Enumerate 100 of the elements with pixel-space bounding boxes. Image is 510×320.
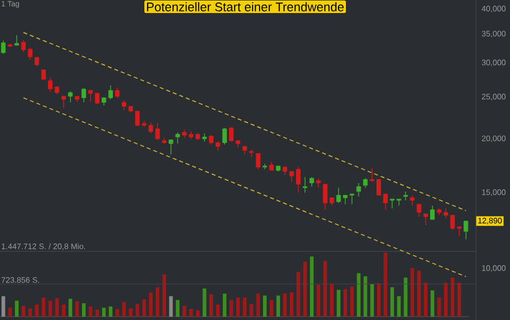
candlestick	[175, 132, 180, 144]
candlestick	[356, 182, 361, 197]
bar	[149, 292, 153, 317]
bar	[384, 252, 388, 317]
candlestick	[444, 208, 448, 218]
bar	[370, 284, 374, 317]
bar	[128, 308, 133, 317]
bar	[182, 306, 186, 317]
bar	[35, 304, 39, 317]
candlestick	[423, 213, 428, 226]
bar	[437, 297, 441, 317]
bar	[2, 296, 6, 317]
candlestick	[302, 176, 308, 194]
candlestick	[396, 198, 402, 206]
bar	[410, 268, 414, 317]
bar	[28, 308, 32, 317]
bar	[336, 290, 340, 317]
bar	[75, 301, 79, 317]
candlestick	[296, 166, 301, 194]
bar	[350, 286, 354, 317]
candlestick	[322, 184, 328, 210]
bar	[189, 309, 193, 317]
bar	[68, 298, 72, 317]
bar	[62, 304, 66, 317]
bar	[169, 296, 173, 317]
bar	[88, 306, 92, 317]
candlestick	[68, 90, 73, 103]
candlestick	[229, 126, 234, 142]
bar	[404, 278, 408, 317]
candlestick	[208, 134, 214, 145]
bar	[330, 284, 334, 317]
candlestick	[1, 40, 6, 54]
candlestick	[410, 194, 415, 206]
bar	[95, 310, 100, 317]
bar	[290, 292, 294, 317]
bar	[296, 272, 300, 317]
candlestick	[350, 194, 354, 205]
candlestick	[416, 204, 422, 218]
bar	[310, 256, 314, 317]
bar	[397, 296, 401, 317]
candlestick	[256, 153, 260, 170]
bar	[450, 278, 454, 317]
bar	[108, 306, 112, 317]
candlestick	[28, 48, 32, 60]
bar	[444, 282, 448, 317]
bar	[48, 300, 52, 317]
bar	[316, 284, 320, 317]
bar	[323, 260, 327, 317]
candlestick	[383, 194, 388, 210]
bar	[162, 274, 166, 317]
bar	[196, 310, 200, 317]
candlestick	[108, 85, 113, 100]
candlestick	[122, 100, 126, 111]
bar	[8, 308, 12, 317]
candlestick	[450, 214, 455, 230]
bar	[457, 282, 462, 317]
chart-title: Potenzieller Start einer Trendwende	[147, 2, 344, 12]
bar	[376, 283, 381, 317]
candlestick	[430, 205, 435, 220]
candlestick	[336, 187, 341, 204]
bar	[216, 304, 220, 317]
bar	[250, 304, 254, 317]
candlestick	[309, 176, 314, 187]
bar	[116, 309, 120, 317]
bar	[283, 294, 287, 317]
bar	[102, 308, 106, 317]
bar	[364, 276, 368, 317]
bar	[242, 297, 247, 317]
candlestick	[390, 198, 394, 209]
candlestick	[135, 110, 140, 127]
candlestick	[222, 128, 227, 145]
bar	[356, 273, 360, 317]
candlestick	[363, 178, 368, 188]
candlestick	[94, 92, 100, 104]
candlestick	[88, 89, 93, 102]
candlestick	[456, 226, 462, 236]
bar	[390, 287, 394, 317]
bar	[263, 296, 267, 317]
bar	[122, 302, 126, 317]
candlestick	[155, 122, 160, 140]
bar	[276, 296, 280, 317]
bar	[55, 298, 59, 317]
bar	[82, 303, 86, 317]
bar	[136, 304, 140, 317]
candlestick	[148, 122, 154, 134]
candlestick	[61, 95, 66, 108]
candlestick	[376, 179, 382, 196]
bar	[430, 290, 434, 317]
bar	[343, 289, 348, 317]
bar	[42, 297, 46, 317]
candlestick	[82, 88, 86, 103]
candlestick	[370, 168, 374, 182]
candlestick	[168, 139, 174, 155]
bar	[256, 294, 260, 317]
bar	[156, 287, 160, 317]
bar	[417, 270, 421, 317]
bar	[222, 294, 226, 317]
candlestick	[289, 171, 294, 182]
candlestick	[316, 178, 321, 188]
candlestick	[48, 77, 53, 92]
